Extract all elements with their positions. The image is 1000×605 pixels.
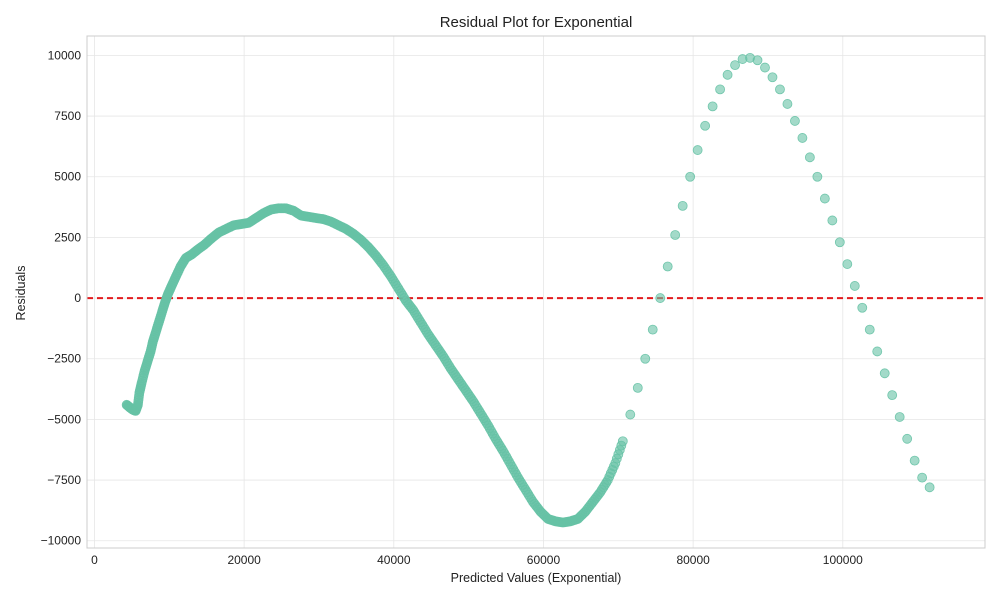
y-tick-label: 10000	[48, 48, 82, 62]
data-point	[701, 121, 710, 130]
data-point	[798, 133, 807, 142]
data-point	[648, 325, 657, 334]
x-axis-label: Predicted Values (Exponential)	[451, 571, 622, 585]
data-point	[708, 102, 717, 111]
data-point	[925, 483, 934, 492]
data-point	[918, 473, 927, 482]
y-tick-label: 5000	[54, 170, 81, 184]
data-point	[775, 85, 784, 94]
y-tick-label: 2500	[54, 230, 81, 244]
x-tick-label: 0	[91, 553, 98, 567]
data-point	[656, 294, 665, 303]
data-point	[820, 194, 829, 203]
y-tick-label: −7500	[47, 473, 81, 487]
data-point	[760, 63, 769, 72]
x-tick-label: 60000	[527, 553, 561, 567]
data-point	[671, 230, 680, 239]
data-point	[858, 303, 867, 312]
plot-frame	[87, 36, 985, 548]
y-tick-label: −5000	[47, 412, 81, 426]
data-point	[783, 99, 792, 108]
data-point	[813, 172, 822, 181]
data-point	[663, 262, 672, 271]
data-point	[723, 70, 732, 79]
data-point	[633, 383, 642, 392]
data-point	[678, 201, 687, 210]
data-point	[888, 391, 897, 400]
y-tick-label: −10000	[41, 534, 82, 548]
data-point	[716, 85, 725, 94]
data-point	[626, 410, 635, 419]
y-axis-label: Residuals	[14, 266, 28, 321]
data-point	[865, 325, 874, 334]
x-tick-label: 100000	[823, 553, 863, 567]
data-point	[768, 73, 777, 82]
chart-title: Residual Plot for Exponential	[440, 14, 633, 31]
data-point	[873, 347, 882, 356]
data-point	[790, 116, 799, 125]
data-point	[903, 434, 912, 443]
x-tick-label: 20000	[227, 553, 261, 567]
y-tick-label: 7500	[54, 109, 81, 123]
plot-border	[87, 36, 985, 548]
data-point	[805, 153, 814, 162]
y-tick-label: 0	[74, 291, 81, 305]
data-point	[731, 61, 740, 70]
data-point	[895, 412, 904, 421]
data-point	[828, 216, 837, 225]
data-point	[641, 354, 650, 363]
data-point	[880, 369, 889, 378]
y-tick-label: −2500	[47, 352, 81, 366]
data-point	[753, 56, 762, 65]
data-point	[850, 281, 859, 290]
data-point	[618, 437, 627, 446]
grid	[87, 36, 985, 548]
x-tick-label: 40000	[377, 553, 411, 567]
data-point	[693, 146, 702, 155]
data-point	[686, 172, 695, 181]
data-point	[835, 238, 844, 247]
x-tick-label: 80000	[676, 553, 710, 567]
data-point	[910, 456, 919, 465]
data-point	[843, 260, 852, 269]
